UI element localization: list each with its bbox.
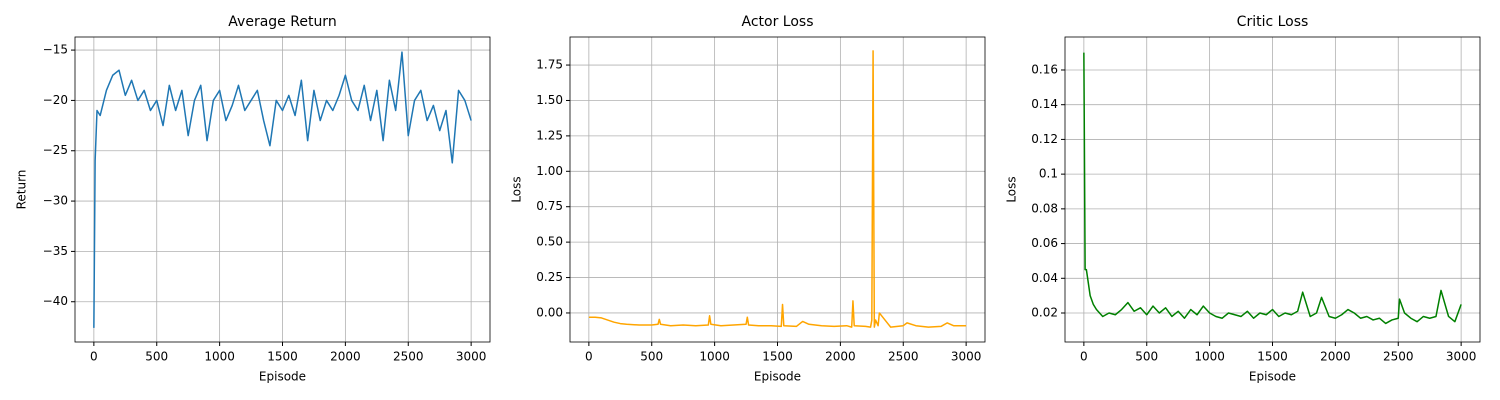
axes-frame xyxy=(1064,36,1481,343)
data-line xyxy=(1083,52,1462,325)
y-tick-label: −30 xyxy=(43,194,68,208)
x-tick-label: 2500 xyxy=(1383,350,1414,364)
x-tick-label: 500 xyxy=(1135,350,1158,364)
x-tick-label: 2000 xyxy=(825,350,856,364)
y-tick-label: −40 xyxy=(43,294,68,308)
y-tick-label: −15 xyxy=(43,43,68,57)
x-tick-label: 500 xyxy=(640,350,663,364)
x-tick-label: 1500 xyxy=(762,350,793,364)
y-tick-label: 0.08 xyxy=(1031,201,1058,215)
y-axis-label: Loss xyxy=(510,176,524,202)
x-tick-label: 1000 xyxy=(699,350,730,364)
x-tick-label: 2000 xyxy=(330,350,361,364)
x-tick-label: 1000 xyxy=(204,350,235,364)
y-tick-label: 0.02 xyxy=(1031,306,1058,320)
y-tick-label: 0.75 xyxy=(536,199,563,213)
y-tick-label: 0.25 xyxy=(536,270,563,284)
axes-frame xyxy=(74,36,491,343)
x-tick-label: 0 xyxy=(90,350,98,364)
y-tick-label: 1.75 xyxy=(536,58,563,72)
x-tick-label: 2000 xyxy=(1320,350,1351,364)
x-axis-label: Episode xyxy=(754,370,801,384)
y-tick-label: −25 xyxy=(43,143,68,157)
data-line xyxy=(93,51,472,328)
x-tick-label: 1500 xyxy=(267,350,298,364)
x-tick-label: 0 xyxy=(1080,350,1088,364)
y-tick-label: 0.12 xyxy=(1031,132,1058,146)
x-axis-label: Episode xyxy=(1249,370,1296,384)
data-line xyxy=(588,50,967,328)
x-tick-label: 2500 xyxy=(393,350,424,364)
y-tick-label: 0.06 xyxy=(1031,236,1058,250)
axes-frame xyxy=(569,36,986,343)
y-tick-label: −20 xyxy=(43,93,68,107)
y-tick-label: 0.1 xyxy=(1039,167,1058,181)
x-tick-label: 3000 xyxy=(456,350,487,364)
y-tick-label: 0.16 xyxy=(1031,62,1058,76)
y-tick-label: 0.14 xyxy=(1031,97,1058,111)
x-tick-label: 3000 xyxy=(951,350,982,364)
chart-title: Actor Loss xyxy=(742,14,814,30)
y-tick-label: −35 xyxy=(43,244,68,258)
chart-title: Critic Loss xyxy=(1237,14,1309,30)
y-tick-label: 1.00 xyxy=(536,164,563,178)
y-tick-label: 1.25 xyxy=(536,128,563,142)
y-axis-label: Return xyxy=(15,170,29,210)
x-tick-label: 0 xyxy=(585,350,593,364)
y-tick-label: 0.00 xyxy=(536,305,563,319)
y-axis-label: Loss xyxy=(1005,176,1019,202)
y-tick-label: 1.50 xyxy=(536,93,563,107)
x-tick-label: 1500 xyxy=(1257,350,1288,364)
x-tick-label: 3000 xyxy=(1446,350,1477,364)
x-tick-label: 2500 xyxy=(888,350,919,364)
y-tick-label: 0.04 xyxy=(1031,271,1058,285)
y-tick-label: 0.50 xyxy=(536,235,563,249)
x-axis-label: Episode xyxy=(259,370,306,384)
x-tick-label: 1000 xyxy=(1194,350,1225,364)
chart-title: Average Return xyxy=(228,14,336,30)
x-tick-label: 500 xyxy=(145,350,168,364)
